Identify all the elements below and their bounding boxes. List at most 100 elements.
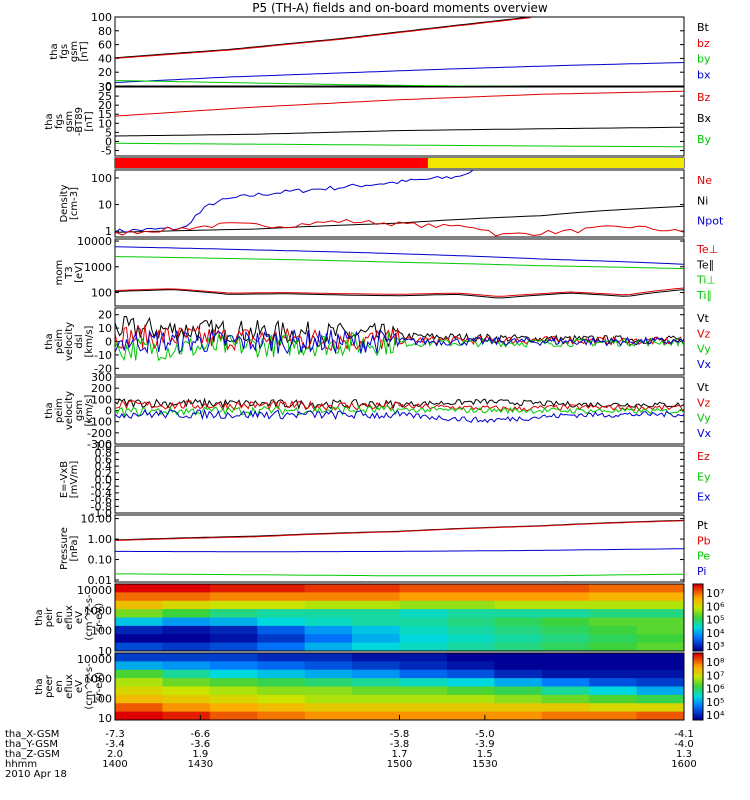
x-axis-row-label: tha_Z-GSM xyxy=(5,749,60,760)
heatmap-cell xyxy=(494,600,543,610)
y-axis-label: [nT] xyxy=(84,111,95,131)
heatmap-cell xyxy=(257,711,306,721)
y-axis-label: fgs xyxy=(54,114,65,129)
series-line-bx xyxy=(115,62,684,83)
y-tick-label: 10000 xyxy=(77,653,112,666)
heatmap-cell xyxy=(446,686,495,696)
y-tick-label: 0 xyxy=(105,80,112,93)
colorbar-cell xyxy=(693,673,703,676)
legend-entry: Ni xyxy=(697,194,708,207)
x-axis-value: 1500 xyxy=(387,759,412,770)
heatmap-cell xyxy=(636,686,685,696)
heatmap-cell xyxy=(494,686,543,696)
heatmap-cell xyxy=(636,634,685,644)
series-line-Bx xyxy=(115,126,684,137)
heatmap-cell xyxy=(209,653,258,662)
colorbar-cell xyxy=(693,690,703,694)
heatmap-cell xyxy=(446,694,495,704)
heatmap-cell xyxy=(399,669,448,679)
colorbar-cell xyxy=(693,695,703,699)
colorbar-cell xyxy=(693,706,703,710)
heatmap-cell xyxy=(446,703,495,713)
heatmap-cell xyxy=(257,592,306,602)
heatmap-cell xyxy=(589,617,638,627)
colorbar-cell xyxy=(693,682,703,685)
heatmap-cell xyxy=(541,592,590,602)
heatmap-cell xyxy=(162,661,211,671)
heatmap-cell xyxy=(494,642,543,652)
colorbar-cell xyxy=(693,586,703,589)
series-line-Bt xyxy=(115,17,684,59)
heatmap-cell xyxy=(494,653,543,662)
colorbar-cell xyxy=(693,604,703,607)
heatmap-cell xyxy=(257,686,306,696)
heatmap-cell xyxy=(541,609,590,618)
heatmap-cell xyxy=(589,686,638,696)
y-axis-label: gsm xyxy=(69,41,80,62)
heatmap-cell xyxy=(209,642,258,652)
y-tick-label: 1.00 xyxy=(88,533,113,546)
heatmap-cell xyxy=(209,678,258,687)
colorbar-cell xyxy=(693,697,703,701)
colorbar-cell xyxy=(693,693,703,696)
y-tick-label: -300 xyxy=(87,438,112,451)
y-tick-label: 1000 xyxy=(84,261,112,274)
heatmap-cell xyxy=(115,584,163,593)
colorbar-cell xyxy=(693,653,703,656)
y-tick-label: 0.2 xyxy=(95,467,113,480)
legend-entry: Vz xyxy=(697,327,711,340)
heatmap-cell xyxy=(352,669,400,679)
x-axis-value: -5.8 xyxy=(390,729,410,740)
y-axis-label: tha xyxy=(44,333,55,349)
legend-entry: Te⊥ xyxy=(696,243,718,256)
legend-entry: Ne xyxy=(697,174,712,187)
heatmap-cell xyxy=(162,592,211,602)
colorbar-cell xyxy=(693,711,703,714)
heatmap-cell xyxy=(636,703,685,713)
heatmap-cell xyxy=(494,703,543,713)
legend-entry: Vx xyxy=(697,427,712,440)
heatmap-cell xyxy=(115,609,163,618)
colorbar-cell xyxy=(693,648,703,652)
heatmap-cell xyxy=(446,711,495,721)
heatmap-cell xyxy=(352,678,400,687)
heatmap-cell xyxy=(115,678,163,687)
heatmap-cell xyxy=(257,584,306,593)
heatmap-cell xyxy=(589,634,638,644)
heatmap-cell xyxy=(257,661,306,671)
panel-2 xyxy=(114,157,685,169)
panel-frame xyxy=(114,445,685,514)
legend-entry: Pt xyxy=(697,519,709,532)
heatmap-cell xyxy=(636,609,685,618)
colorbar-cell xyxy=(693,639,703,643)
series-line-Pi xyxy=(115,548,684,553)
panel-frame xyxy=(114,238,685,307)
heatmap-cell xyxy=(636,600,685,610)
y-axis-label: -BT89 xyxy=(74,107,85,136)
heatmap-cell xyxy=(209,625,258,635)
series-line-Vy xyxy=(115,331,684,362)
panel-frame xyxy=(114,583,685,652)
heatmap-cell xyxy=(446,609,495,618)
y-axis-label: eflux xyxy=(64,605,75,630)
colorbar-cell xyxy=(693,588,703,592)
heatmap-cell xyxy=(636,642,685,652)
series-line-Vz xyxy=(115,324,684,352)
heatmap-cell xyxy=(494,694,543,704)
colorbar-cell xyxy=(693,624,703,627)
panel-frame xyxy=(114,169,685,238)
y-tick-label: 1000 xyxy=(84,604,112,617)
heatmap-cell xyxy=(304,592,353,602)
heatmap-cell xyxy=(589,669,638,679)
heatmap-cell xyxy=(304,669,353,679)
y-tick-label: 10 xyxy=(98,322,112,335)
x-axis-row-label: tha_X-GSM xyxy=(5,729,59,740)
heatmap-cell xyxy=(589,609,638,618)
heatmap-cell xyxy=(162,600,211,610)
y-tick-label: 100 xyxy=(91,692,112,705)
colorbar-cell xyxy=(693,715,703,719)
colorbar-cell xyxy=(693,601,703,605)
series-line-Pe xyxy=(115,573,684,577)
